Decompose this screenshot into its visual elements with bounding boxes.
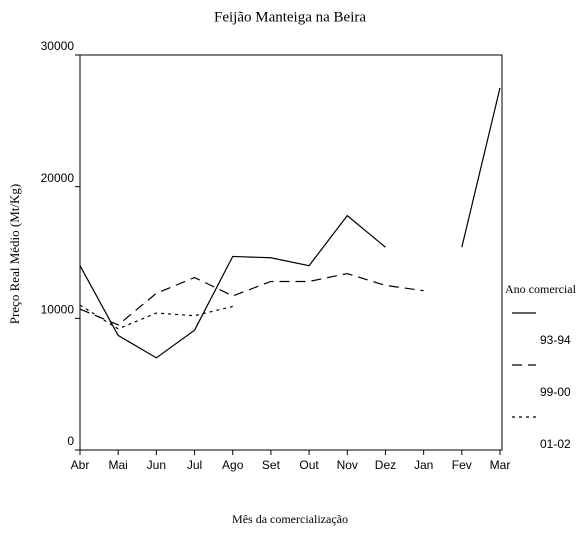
plot-frame (79, 54, 503, 451)
x-tick-label: Mar (490, 458, 511, 472)
legend-label: 01-02 (540, 437, 571, 451)
series-line (79, 87, 501, 359)
y-tick-label: 20000 (41, 171, 75, 185)
x-tick-label: Jan (414, 458, 433, 472)
x-tick-label: Set (262, 458, 281, 472)
y-axis-label: Preço Real Médio (Mt/Kg) (7, 184, 22, 324)
x-tick-label: Mai (109, 458, 128, 472)
x-tick-label: Ago (222, 458, 244, 472)
chart-title: Feijão Manteiga na Beira (214, 9, 366, 25)
x-axis-label: Mês da comercialização (232, 512, 348, 526)
y-tick-label: 10000 (41, 303, 75, 317)
legend-label: 99-00 (540, 385, 571, 399)
series-line (79, 304, 233, 330)
x-tick-label: Nov (337, 458, 358, 472)
x-tick-label: Abr (71, 458, 90, 472)
legend-label: 93-94 (540, 333, 571, 347)
x-tick-label: Out (299, 458, 319, 472)
y-tick-label: 30000 (41, 39, 75, 53)
x-tick-label: Fev (452, 458, 472, 472)
legend-title: Ano comercial (505, 282, 577, 296)
x-tick-label: Jul (187, 458, 202, 472)
x-tick-label: Dez (375, 458, 396, 472)
x-tick-label: Jun (147, 458, 166, 472)
y-tick-label: 0 (67, 434, 74, 448)
series-line (79, 272, 424, 326)
